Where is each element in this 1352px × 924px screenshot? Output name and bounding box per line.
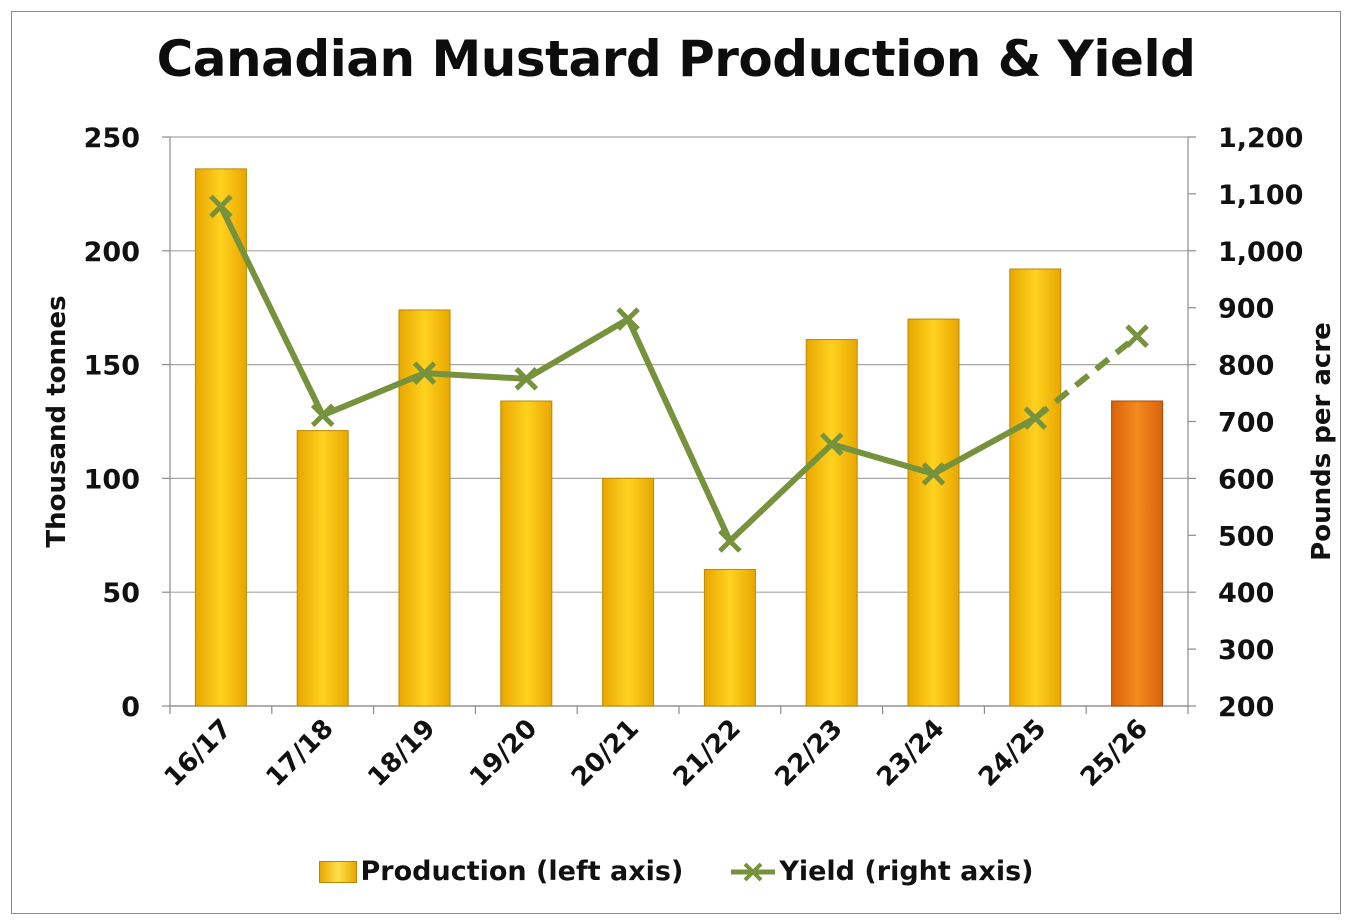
y-tick-label: 150	[84, 351, 140, 382]
y2-tick-label: 200	[1218, 692, 1274, 723]
y-tick-label: 0	[121, 692, 140, 723]
legend-item-yield: Yield (right axis)	[731, 856, 1033, 887]
y2-tick-label: 1,200	[1218, 123, 1303, 154]
x-tick-label: 24/25	[973, 714, 1052, 793]
y2-tick-label: 800	[1218, 351, 1274, 382]
x-tick-label: 19/20	[464, 714, 543, 793]
x-tick-label: 20/21	[566, 714, 645, 793]
legend-swatch-production	[318, 860, 357, 883]
chart-title: Canadian Mustard Production & Yield	[156, 30, 1196, 88]
y2-axis-title: Pounds per acre	[1307, 322, 1337, 561]
yield-marker	[209, 194, 233, 219]
yield-marker	[921, 462, 946, 486]
yield-marker	[1023, 406, 1048, 430]
bar	[1009, 268, 1062, 707]
bar	[398, 309, 451, 707]
y-tick-label: 50	[102, 578, 140, 609]
y2-tick-label: 300	[1218, 635, 1274, 666]
x-tick-label: 25/26	[1075, 714, 1154, 793]
yield-line-projected	[1033, 333, 1139, 421]
y2-tick-label: 1,100	[1218, 180, 1303, 211]
y-axis-title: Thousand tonnes	[42, 295, 72, 547]
y2-tick-label: 900	[1218, 294, 1274, 325]
y-tick-label: 250	[84, 123, 140, 154]
yield-marker	[1125, 324, 1149, 348]
yield-marker	[412, 361, 437, 385]
bar	[194, 168, 247, 707]
bar	[296, 430, 349, 707]
y2-tick-label: 400	[1218, 578, 1274, 609]
y-tick-label: 100	[84, 464, 140, 495]
x-tick-label: 23/24	[871, 714, 950, 793]
y2-tick-label: 1,000	[1218, 237, 1303, 268]
yield-marker	[310, 403, 335, 428]
bar	[805, 339, 858, 707]
x-tick-label: 21/22	[668, 714, 747, 793]
legend-label-yield: Yield (right axis)	[779, 856, 1034, 887]
y2-tick-label: 500	[1218, 521, 1274, 552]
chart-legend: Production (left axis) Yield (right axis…	[0, 856, 1352, 887]
y2-tick-label: 600	[1218, 464, 1274, 495]
bar	[500, 400, 553, 707]
bar	[602, 477, 655, 707]
legend-swatch-yield	[731, 862, 776, 881]
bar	[1111, 400, 1164, 707]
x-tick-label: 17/18	[261, 714, 340, 793]
yield-marker	[718, 529, 742, 553]
legend-label-production: Production (left axis)	[360, 856, 684, 887]
legend-item-production: Production (left axis)	[318, 856, 684, 887]
bar	[907, 318, 960, 707]
x-tick-label: 16/17	[159, 714, 238, 793]
y2-tick-label: 700	[1218, 408, 1274, 439]
yield-marker	[616, 307, 640, 331]
yield-marker	[514, 367, 539, 391]
y-tick-label: 200	[84, 237, 140, 268]
yield-marker	[819, 432, 844, 457]
bar	[703, 568, 756, 707]
x-tick-label: 22/23	[770, 714, 849, 793]
x-tick-label: 18/19	[362, 714, 441, 793]
